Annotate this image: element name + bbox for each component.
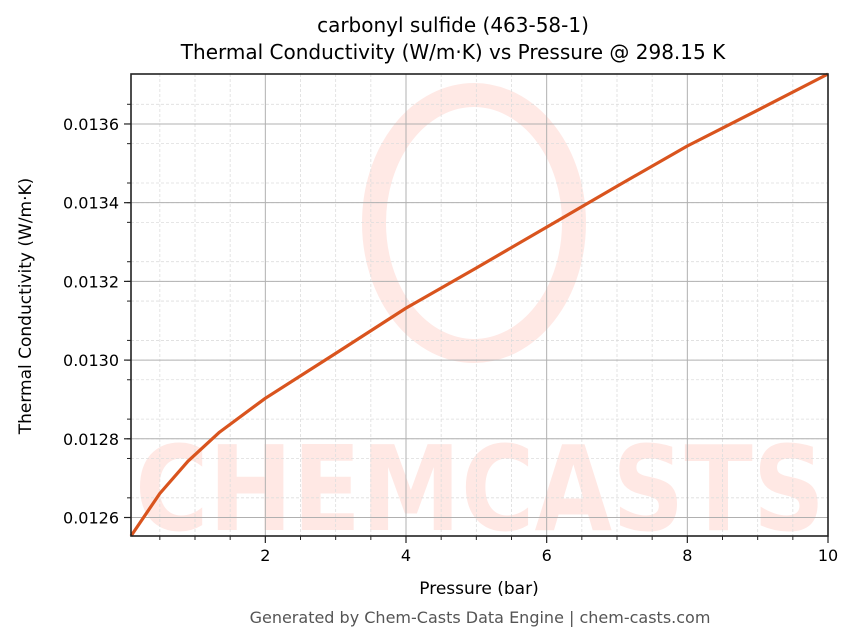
y-tick-labels: 0.0126 0.0128 0.0130 0.0132 0.0134 0.0136 (63, 115, 119, 528)
watermark-text: CHEMCASTS (135, 420, 825, 558)
plot-frame (130, 73, 829, 537)
chart-title: carbonyl sulfide (463-58-1) (317, 13, 589, 37)
minor-grid (131, 74, 828, 536)
x-tick-label: 10 (818, 546, 838, 565)
x-tick-label: 4 (401, 546, 411, 565)
y-tick-label: 0.0126 (63, 509, 119, 528)
x-tick-label: 8 (682, 546, 692, 565)
footer-credit: Generated by Chem-Casts Data Engine | ch… (249, 608, 711, 627)
x-tick-labels: 2 4 6 8 10 (260, 546, 838, 565)
y-axis-label: Thermal Conductivity (W/m·K) (16, 178, 36, 436)
x-tick-label: 2 (260, 546, 270, 565)
chart-subtitle: Thermal Conductivity (W/m·K) vs Pressure… (180, 40, 726, 64)
x-axis-label: Pressure (bar) (419, 579, 538, 599)
data-line (129, 72, 829, 537)
y-tick-label: 0.0130 (63, 351, 119, 370)
y-tick-label: 0.0136 (63, 115, 119, 134)
y-tick-label: 0.0132 (63, 272, 119, 291)
watermark-logo: CHEMCASTS (135, 83, 825, 558)
x-tick-label: 6 (542, 546, 552, 565)
y-tick-label: 0.0128 (63, 430, 119, 449)
axis-ticks (124, 103, 829, 543)
y-tick-label: 0.0134 (63, 194, 119, 213)
